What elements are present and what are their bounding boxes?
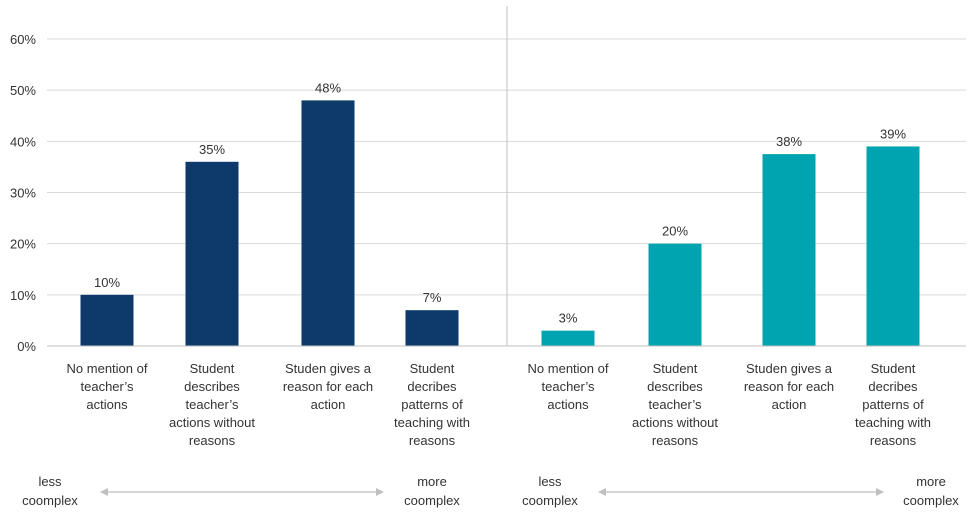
arrow-left-icon (598, 488, 606, 496)
y-tick-label: 50% (10, 83, 36, 98)
arrow-left-icon (100, 488, 108, 496)
bar (762, 154, 816, 346)
category-label: Student decribes patterns of teaching with r… (855, 361, 931, 448)
data-label: 35% (199, 142, 225, 157)
bar (185, 161, 239, 346)
data-label: 38% (776, 134, 802, 149)
scale-label-right: more coomplex (404, 474, 460, 508)
y-tick-label: 0% (17, 339, 36, 354)
category-label: Studen gives a reason for each action (744, 361, 834, 412)
bar (648, 243, 702, 346)
scale-label-right: more coomplex (903, 474, 959, 508)
y-tick-label: 60% (10, 32, 36, 47)
data-label: 7% (423, 290, 442, 305)
bar (405, 310, 459, 346)
y-tick-label: 30% (10, 186, 36, 201)
data-label: 10% (94, 275, 120, 290)
data-label: 39% (880, 126, 906, 141)
data-label: 3% (559, 311, 578, 326)
bar (301, 100, 355, 347)
category-label: Student describes teacher’s actions without… (632, 361, 718, 448)
category-label: Student describes teacher’s actions without… (169, 361, 255, 448)
category-label: No mention of teacher’s actions (67, 361, 148, 412)
y-tick-label: 40% (10, 134, 36, 149)
y-tick-label: 10% (10, 288, 36, 303)
category-label: Studen gives a reason for each action (283, 361, 373, 412)
arrow-right-icon (876, 488, 884, 496)
arrow-right-icon (376, 488, 384, 496)
category-label: Student decribes patterns of teaching with r… (394, 361, 470, 448)
scale-label-left: less coomplex (522, 474, 578, 508)
bar (80, 294, 134, 346)
bar (541, 330, 595, 346)
data-label: 48% (315, 80, 341, 95)
category-label: No mention of teacher’s actions (528, 361, 609, 412)
bar (866, 146, 920, 346)
scale-label-left: less coomplex (22, 474, 78, 508)
data-label: 20% (662, 224, 688, 239)
y-tick-label: 20% (10, 237, 36, 252)
